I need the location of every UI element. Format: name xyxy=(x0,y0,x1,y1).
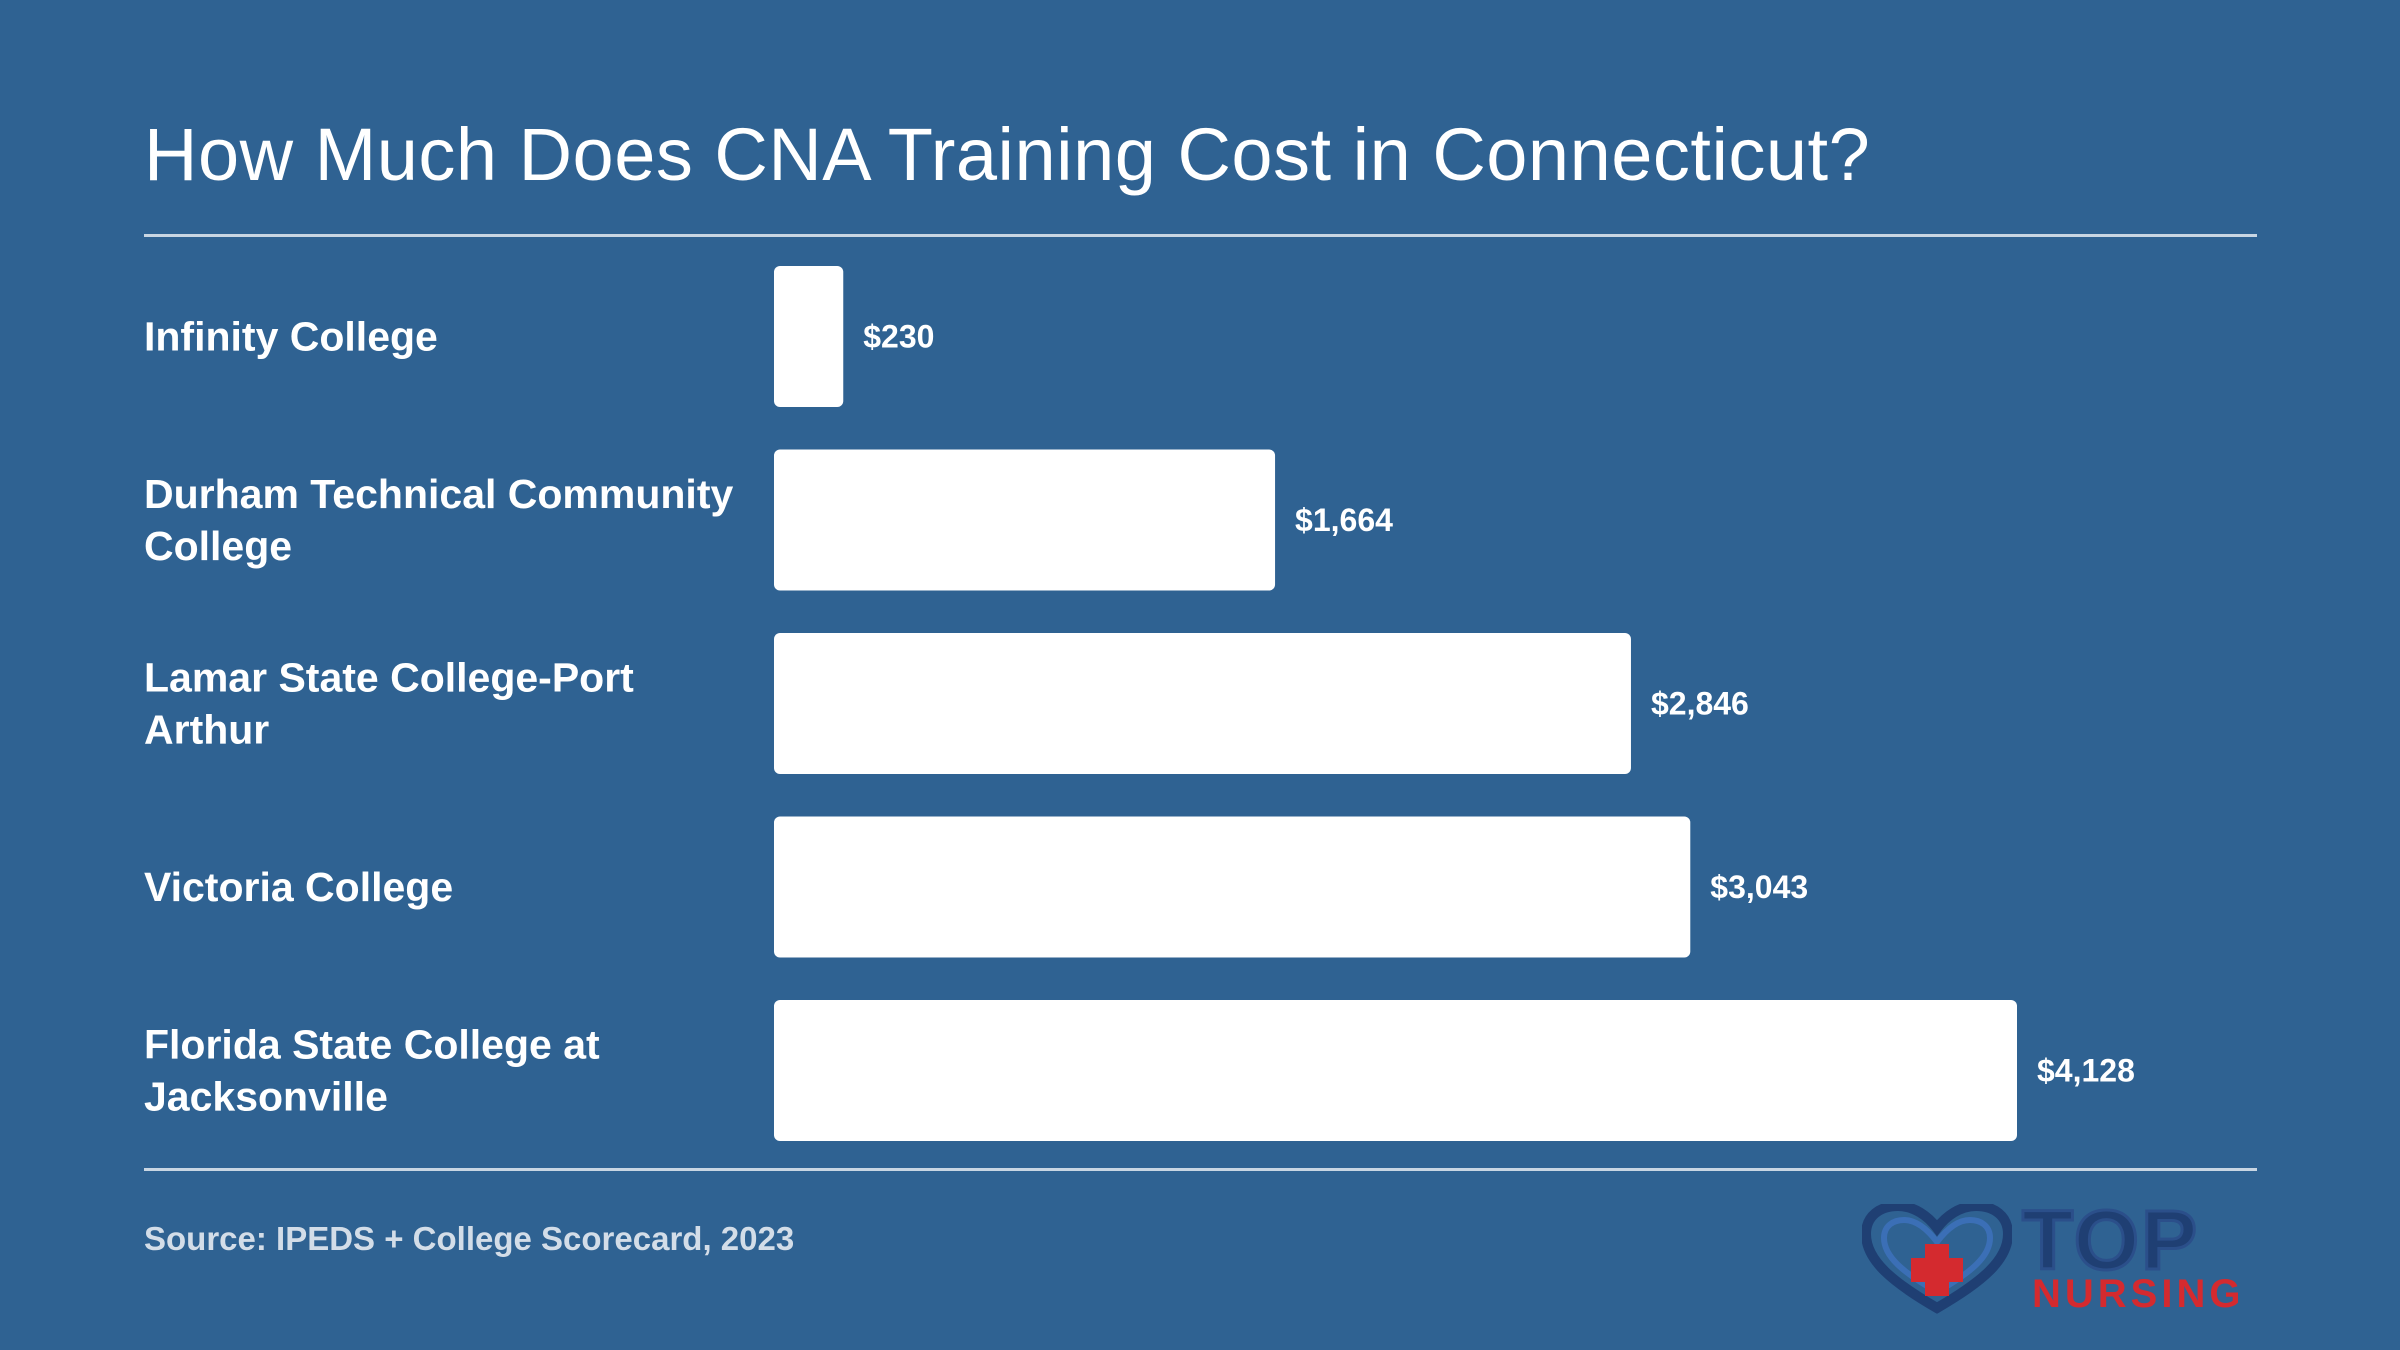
category-label: Lamar State College-Port Arthur xyxy=(144,655,634,753)
logo-top-text: TOP xyxy=(2020,1193,2200,1287)
bar-1 xyxy=(774,449,1276,591)
title-divider xyxy=(144,234,2257,237)
bar-chart: $230 Infinity College $1,664 Durham Technic… xyxy=(144,266,2135,1141)
chart-title: How Much Does CNA Training Cost in Conne… xyxy=(144,113,1871,196)
bar-4 xyxy=(774,1000,2017,1141)
value-label: $230 xyxy=(863,319,934,355)
bar-0 xyxy=(774,266,844,407)
value-label: $3,043 xyxy=(1710,869,1808,905)
category-label: Florida State College at Jacksonville xyxy=(144,1022,600,1120)
category-label: Durham Technical Community College xyxy=(144,471,733,569)
logo-nursing-text: NURSING xyxy=(2032,1272,2245,1316)
category-label: Infinity College xyxy=(144,314,438,360)
value-label: $2,846 xyxy=(1651,686,1749,722)
source-note: Source: IPEDS + College Scorecard, 2023 xyxy=(144,1220,795,1257)
value-label: $4,128 xyxy=(2037,1053,2135,1089)
value-label: $1,664 xyxy=(1295,502,1393,538)
bar-2 xyxy=(774,633,1631,774)
top-nursing-logo: TOP NURSING xyxy=(1862,1197,2262,1316)
heart-plus-icon xyxy=(1862,1204,2012,1314)
footer-divider xyxy=(144,1168,2257,1171)
bar-3 xyxy=(774,816,1691,958)
category-label: Victoria College xyxy=(144,864,453,910)
